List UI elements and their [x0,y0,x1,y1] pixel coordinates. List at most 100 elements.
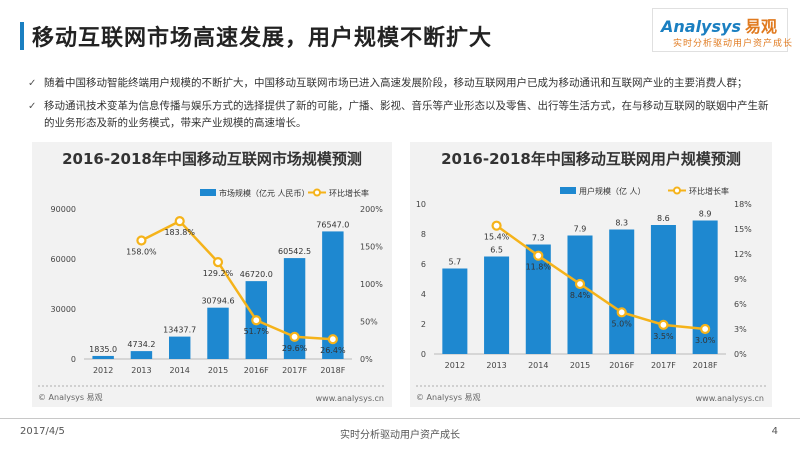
bar-value-label: 6.5 [490,246,503,255]
y-right-tick-label: 50% [360,318,378,327]
bar-2013 [130,351,153,359]
logo-wordmark: Analysys 易观 [661,17,777,36]
y-right-tick-label: 0% [360,355,373,364]
y-left-tick-label: 4 [421,290,426,299]
growth-value-label: 29.6% [282,344,308,353]
growth-point-2017F [658,319,669,330]
bar-value-label: 8.3 [615,219,628,228]
footer-divider [0,418,800,419]
bar-2012 [92,355,114,359]
bar-2013 [484,256,510,354]
legend-bar-swatch [560,187,576,194]
bar-value-label: 76547.0 [316,220,349,229]
growth-rate-line [140,219,333,341]
y-left-tick-label: 90000 [51,205,76,214]
logo-tagline: 实时分析驱动用户资产成长 [673,39,794,49]
y-left-tick-label: 60000 [51,255,76,264]
growth-point-2014 [533,250,544,261]
x-tick-label: 2016F [244,366,269,375]
growth-point-2015 [574,278,586,290]
footer-date: 2017/4/5 [20,426,65,437]
y-left-tick-label: 0 [421,350,426,359]
growth-point-2014 [174,216,185,227]
bar-2017F [650,225,676,354]
growth-value-label: 26.4% [320,346,346,355]
footer-slogan: 实时分析驱动用户资产成长 [340,430,460,441]
growth-value-label: 3.0% [695,336,716,345]
bar-value-label: 13437.7 [163,326,196,335]
bar-value-label: 30794.6 [201,297,234,306]
bar-value-label: 8.9 [699,210,712,219]
bar-2014 [168,336,191,359]
chart-site: www.analysys.cn [315,394,384,403]
bar-value-label: 4734.2 [127,340,155,349]
y-right-tick-label: 15% [734,225,752,234]
bar-value-label: 7.3 [532,234,545,243]
x-tick-label: 2012 [445,361,465,370]
y-right-tick-label: 6% [734,300,747,309]
y-left-tick-label: 2 [421,320,426,329]
growth-point-2015 [212,256,224,268]
growth-value-label: 8.4% [570,291,591,300]
legend-line-label: 环比增长率 [689,186,729,196]
x-tick-label: 2015 [208,366,228,375]
legend-bar-label: 市场规模（亿元 人民币） [219,188,310,198]
bar-value-label: 1835.0 [89,345,117,354]
growth-value-label: 5.0% [612,319,633,328]
chart-source: © Analysys 易观 [416,393,481,402]
y-right-tick-label: 200% [360,205,383,214]
user-scale-plot: 用户规模（亿 人） 环比增长率 0 2 4 6 8 10 0% 3% 6% 9% 12% 15% 18% 5.… [416,186,766,387]
check-icon: ✓ [28,78,37,89]
chart-title: 2016-2018年中国移动互联网用户规模预测 [441,150,741,168]
chart-source: © Analysys 易观 [38,393,103,402]
page-title: 移动互联网市场高速发展，用户规模不断扩大 [32,26,493,51]
bullet-item: ✓ 移动通讯技术变革为信息传播与娱乐方式的选择提供了新的可能，广播、影视、音乐等… [28,100,769,129]
x-tick-label: 2018F [693,361,718,370]
x-tick-label: 2016F [609,361,634,370]
growth-value-label: 11.8% [526,263,552,272]
growth-value-label: 158.0% [126,248,157,257]
title-accent-bar [20,22,24,50]
x-tick-label: 2012 [93,366,113,375]
y-right-tick-label: 150% [360,243,383,252]
y-left-tick-label: 30000 [51,305,76,314]
legend-line-marker [673,186,681,195]
growth-point-2016F [251,315,262,326]
y-left-tick-label: 0 [71,355,76,364]
growth-point-2017F [289,331,300,342]
x-tick-label: 2017F [282,366,307,375]
growth-value-label: 15.4% [484,233,510,242]
legend-bar-label: 用户规模（亿 人） [579,186,646,196]
growth-point-2013 [136,235,147,246]
bullet-item: ✓ 随着中国移动智能终端用户规模的不断扩大，中国移动互联网市场已进入高速发展阶段… [28,75,778,92]
check-icon: ✓ [28,101,37,112]
y-right-tick-label: 0% [734,350,747,359]
y-right-tick-label: 9% [734,275,747,284]
bar-2015 [567,235,593,354]
analysys-logo: Analysys 易观 实时分析驱动用户资产成长 [652,8,792,52]
y-left-tick-label: 8 [421,230,426,239]
market-size-plot: 市场规模（亿元 人民币） 环比增长率 0 30000 60000 90000 0% 50% 10… [38,188,386,387]
legend-line-marker [313,188,321,197]
x-tick-label: 2014 [528,361,548,370]
growth-point-2018F [700,323,711,335]
page-number: 4 [771,426,778,437]
y-right-tick-label: 12% [734,250,752,259]
bar-value-label: 8.6 [657,214,670,223]
legend-line-label: 环比增长率 [329,188,369,198]
growth-point-2016F [616,307,627,318]
market-size-chart: 2016-2018年中国移动互联网市场规模预测 市场规模（亿元 人民币） 环比增长… [32,142,392,407]
x-tick-label: 2013 [131,366,151,375]
growth-point-2013 [491,220,502,231]
user-scale-chart: 2016-2018年中国移动互联网用户规模预测 用户规模（亿 人） 环比增长率 0 2… [410,142,772,407]
bar-value-label: 7.9 [574,225,587,234]
growth-value-label: 129.2% [203,269,234,278]
legend-bar-swatch [200,189,216,196]
x-tick-label: 2013 [486,361,506,370]
bar-value-label: 46720.0 [240,270,273,279]
growth-value-label: 3.5% [653,332,674,341]
growth-rate-line [495,224,706,331]
bar-2012 [442,268,468,354]
y-right-tick-label: 3% [734,325,747,334]
bullet-list: ✓ 随着中国移动智能终端用户规模的不断扩大，中国移动互联网市场已进入高速发展阶段… [28,75,778,138]
